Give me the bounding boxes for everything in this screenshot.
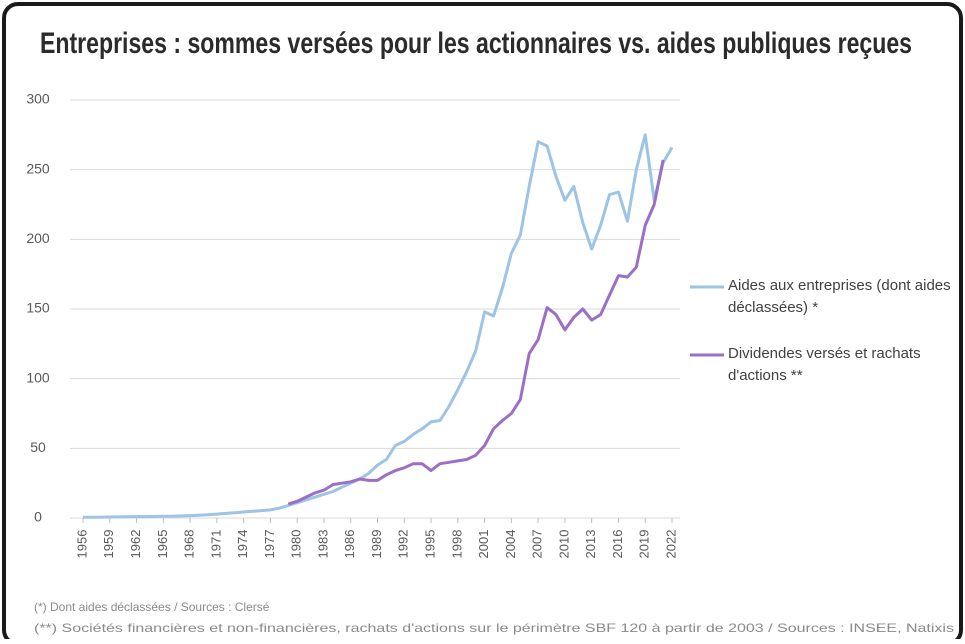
x-tick-label: 2019 (637, 530, 652, 559)
x-tick-label: 1989 (369, 530, 384, 559)
y-tick-label: 0 (34, 509, 42, 525)
x-tick-label: 2022 (663, 530, 678, 559)
legend-label: Aides aux entreprises (dont aides déclas… (728, 277, 951, 316)
x-tick-label: 1986 (342, 530, 357, 559)
x-tick-label: 2001 (476, 530, 491, 559)
x-tick-label: 1974 (235, 530, 250, 559)
y-tick-label: 100 (26, 369, 50, 385)
x-tick-label: 1971 (208, 530, 223, 559)
y-tick-label: 50 (30, 439, 46, 455)
x-tick-label: 1956 (74, 530, 89, 559)
legend-label: Dividendes versés et rachats d'actions *… (728, 345, 921, 384)
x-tick-label: 2016 (610, 530, 625, 559)
y-tick-label: 200 (26, 230, 50, 246)
x-tick-label: 2010 (556, 530, 571, 559)
footnote: (*) Dont aides déclassées / Sources : Cl… (34, 600, 270, 614)
x-tick-label: 1995 (422, 530, 437, 559)
series-line (287, 159, 665, 506)
x-tick-label: 1983 (315, 530, 330, 559)
x-tick-label: 1998 (449, 530, 464, 559)
x-tick-label: 1977 (262, 530, 277, 559)
x-tick-label: 2004 (503, 530, 518, 559)
x-tick-label: 2007 (530, 530, 545, 559)
series-line (83, 133, 674, 519)
y-tick-label: 150 (26, 300, 50, 316)
y-tick-label: 300 (26, 91, 50, 107)
x-tick-label: 1992 (396, 530, 411, 559)
x-tick-label: 1968 (182, 530, 197, 559)
y-tick-label: 250 (26, 160, 50, 176)
x-tick-label: 1959 (101, 530, 116, 559)
chart-title: Entreprises : sommes versées pour les ac… (40, 27, 912, 60)
x-tick-label: 1980 (289, 530, 304, 559)
x-tick-label: 2013 (583, 530, 598, 559)
x-tick-label: 1965 (155, 530, 170, 559)
footnote: (**) Sociétés financières et non-financi… (34, 621, 954, 635)
x-tick-label: 1962 (128, 530, 143, 559)
